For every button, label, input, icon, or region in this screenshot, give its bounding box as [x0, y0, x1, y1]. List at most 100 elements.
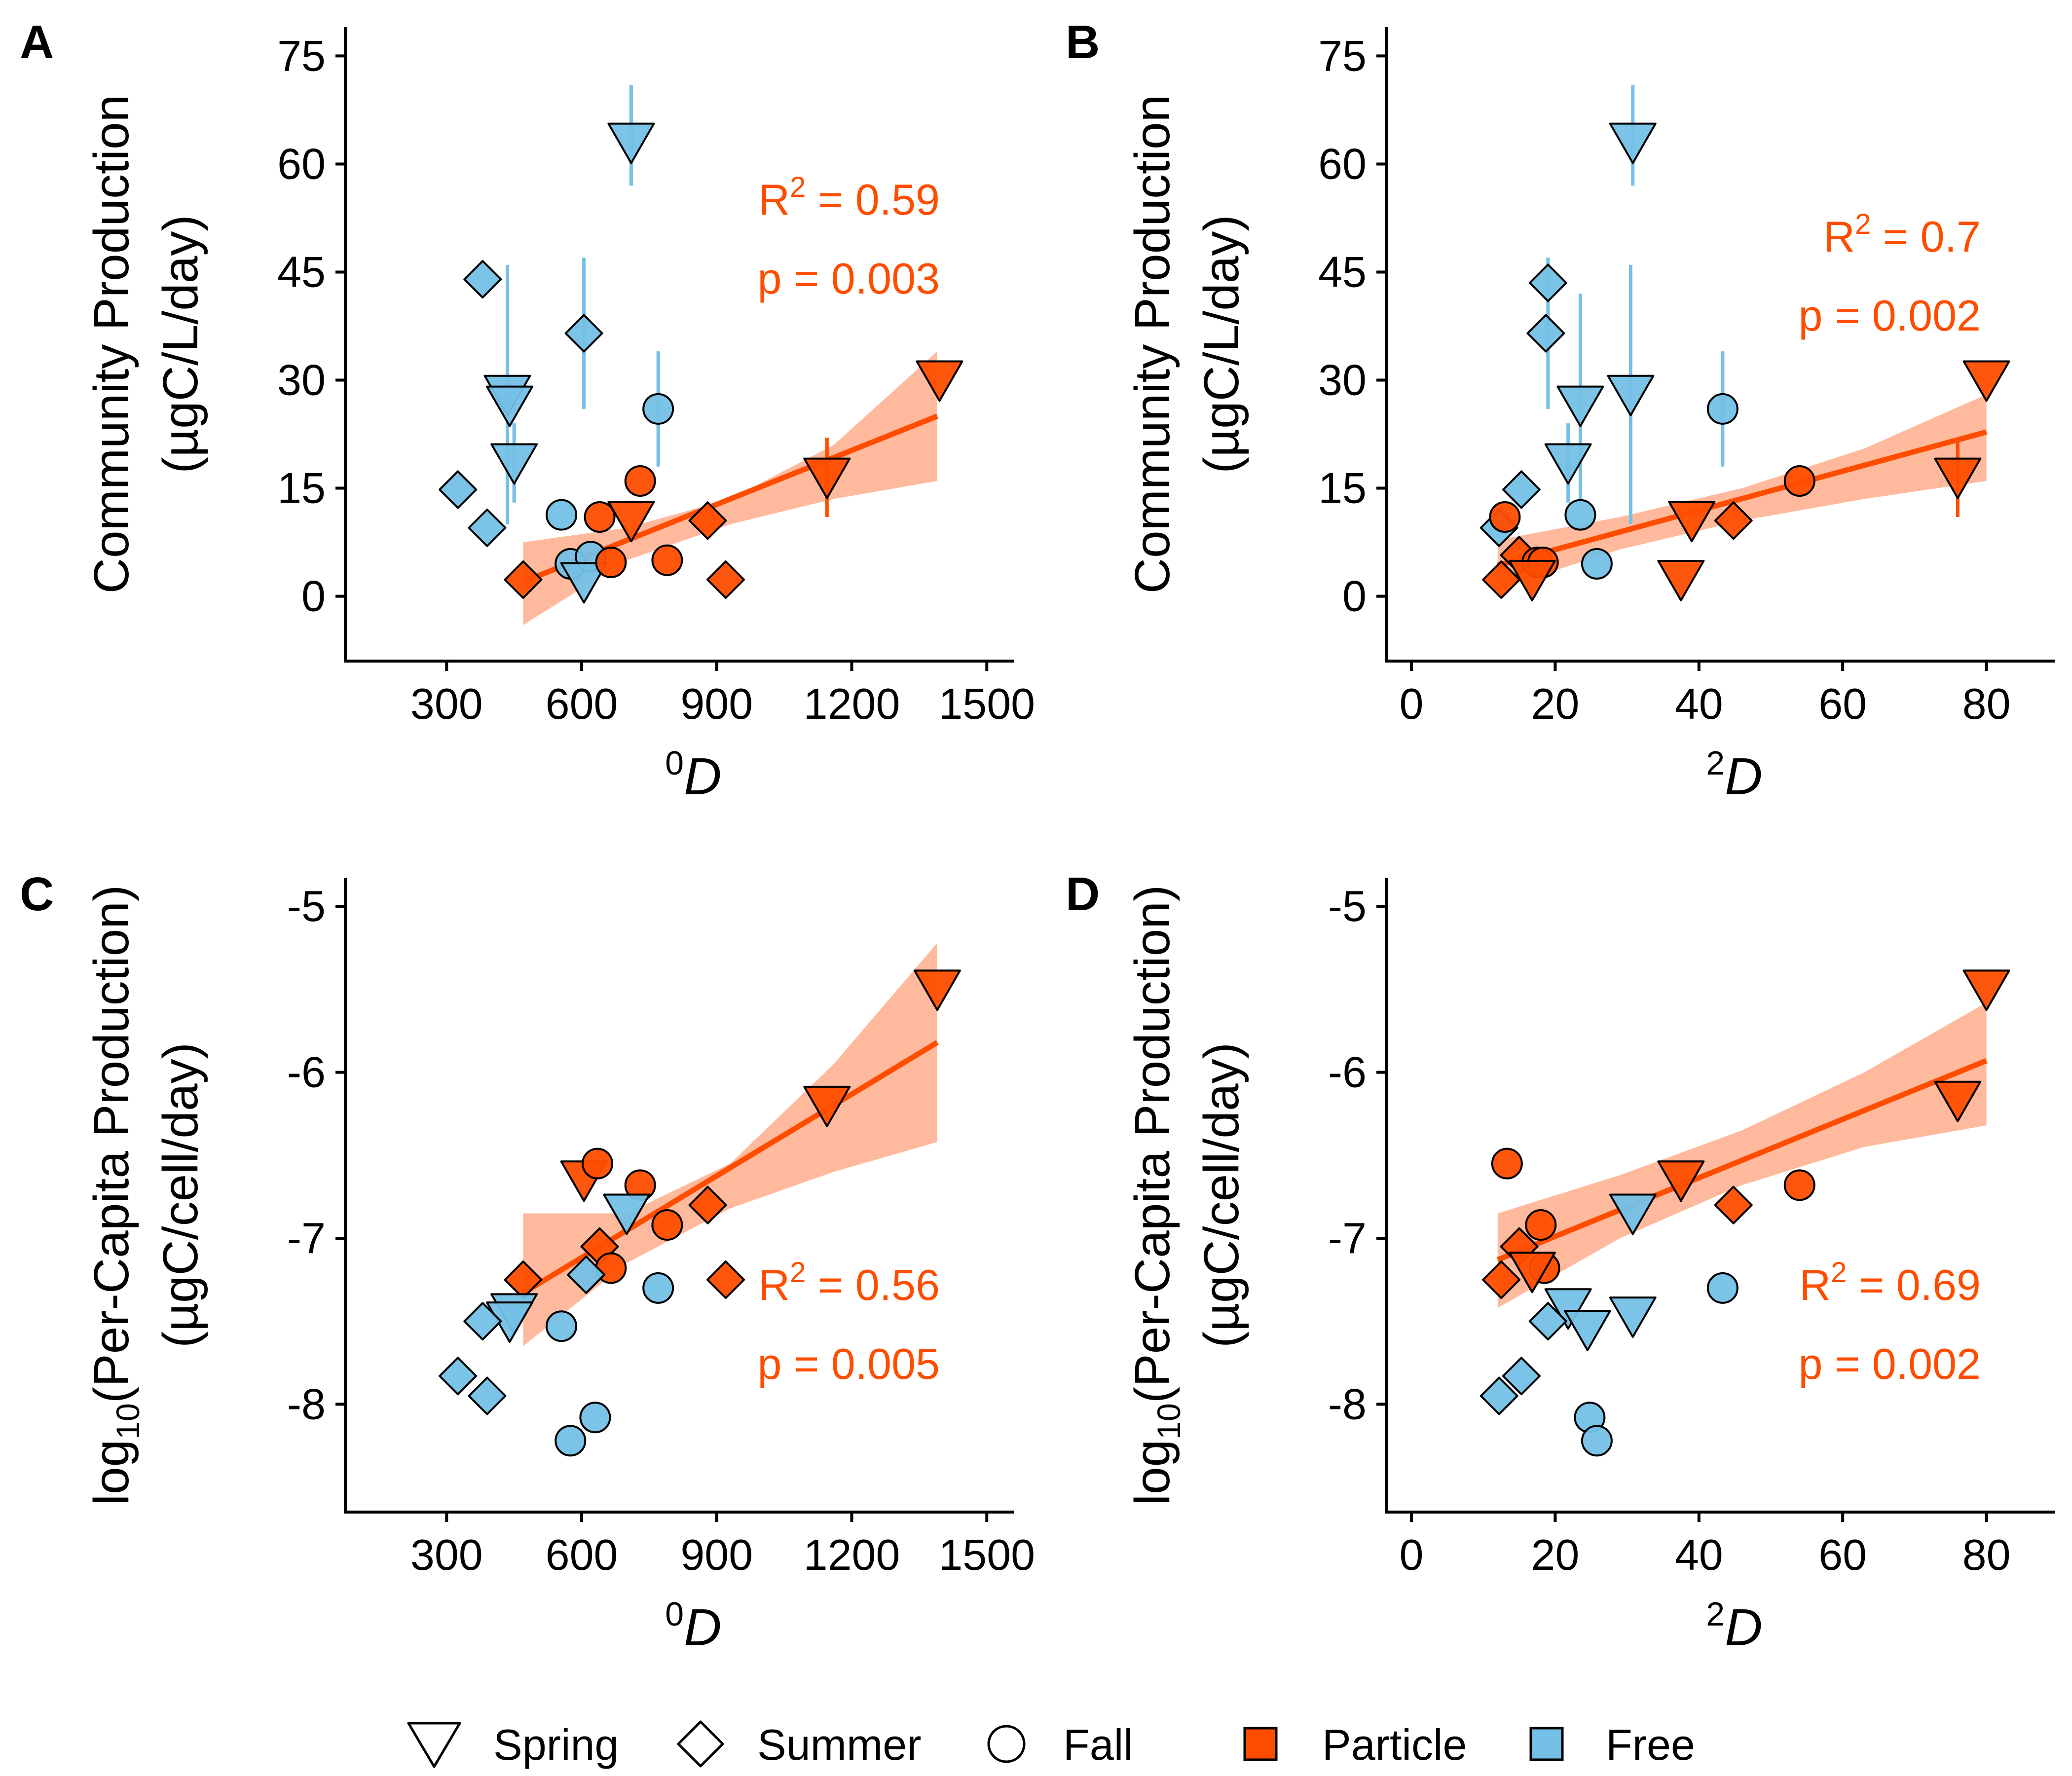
data-point-diamond	[1714, 1185, 1753, 1224]
data-point-circle	[1706, 1272, 1739, 1304]
y-tick-label: 15	[1318, 464, 1367, 513]
r-squared-symbol: R	[1824, 212, 1855, 261]
y-axis-units: (µgC/cell/day)	[153, 1042, 208, 1348]
data-point-diamond	[439, 1357, 478, 1396]
x-tick-label: 40	[1675, 679, 1723, 728]
legend-label: Free	[1606, 1720, 1695, 1769]
data-point-diamond	[504, 560, 543, 599]
y-axis-title: Community Production	[1125, 95, 1180, 594]
data-point-circle	[1783, 465, 1815, 497]
legend-item-spring: Spring	[407, 1720, 619, 1769]
data-point-triangle-down	[1609, 1296, 1657, 1338]
x-tick-label: 60	[1818, 1530, 1867, 1579]
r-squared-superscript: 2	[1831, 1257, 1847, 1289]
panel-letter: B	[1066, 16, 1100, 69]
y-tick-label: -6	[1328, 1048, 1367, 1097]
data-point-triangle-down	[607, 501, 655, 543]
data-point-circle	[584, 501, 616, 533]
y-axis-title: log10(Per-Capita Production)	[1125, 885, 1187, 1505]
data-point-diamond	[688, 501, 727, 540]
r-squared-symbol: R	[759, 175, 790, 224]
data-point-triangle-down	[803, 457, 851, 499]
y-axis-title-text: (Per-Capita Production)	[84, 885, 139, 1403]
panel-letter: A	[20, 16, 54, 69]
data-point-triangle-down	[486, 385, 534, 427]
legend-label: Summer	[757, 1720, 922, 1769]
x-axis-title-superscript: 0	[665, 744, 684, 782]
y-tick-label: -8	[1328, 1379, 1367, 1428]
confidence-ribbon	[1497, 1002, 1987, 1308]
data-point-triangle-down	[1508, 559, 1556, 601]
data-point-circle	[651, 544, 683, 576]
legend-label: Fall	[1063, 1720, 1133, 1769]
data-point-circle	[581, 1147, 613, 1180]
x-axis-title-symbol: D	[1725, 1598, 1763, 1657]
data-point-diamond	[1482, 560, 1521, 599]
data-point-triangle-down	[1962, 360, 2010, 402]
confidence-ribbon	[523, 351, 937, 625]
data-point-circle	[595, 546, 627, 578]
x-tick-label: 0	[1400, 1530, 1424, 1579]
y-axis-title: log10(Per-Capita Production)	[84, 885, 146, 1505]
data-point-circle	[545, 1310, 577, 1342]
data-point-circle	[1706, 393, 1739, 425]
data-point-circle	[1489, 501, 1521, 533]
r-squared-value: = 0.59	[806, 175, 940, 224]
data-point-circle	[545, 499, 577, 531]
y-axis-title-log: log	[84, 1440, 139, 1505]
data-point-diamond	[567, 1255, 606, 1294]
data-point-diamond	[468, 508, 507, 547]
x-tick-label: 900	[680, 1530, 753, 1579]
data-point-diamond	[463, 260, 502, 299]
x-tick-label: 0	[1400, 679, 1424, 728]
r-squared-symbol: R	[1800, 1260, 1831, 1309]
x-axis-title: 0D	[665, 1595, 721, 1657]
data-point-circle	[624, 465, 656, 497]
data-point-circle	[1564, 499, 1596, 531]
x-tick-label: 1500	[938, 1530, 1035, 1579]
y-tick-label: 45	[1318, 247, 1367, 296]
data-point-diamond	[1714, 501, 1753, 540]
r-squared-symbol: R	[759, 1260, 790, 1309]
regression-line	[1496, 1058, 1988, 1262]
x-tick-label: 600	[546, 1530, 618, 1579]
r-squared-value: = 0.69	[1847, 1260, 1981, 1309]
data-point-triangle-down	[1934, 1080, 1982, 1122]
y-tick-label: 60	[277, 139, 326, 188]
y-axis-title-subscript: 10	[1150, 1403, 1187, 1439]
x-axis-title-superscript: 2	[1706, 744, 1725, 782]
legend-icon-square	[1529, 1727, 1564, 1761]
y-tick-label: 75	[1318, 31, 1367, 80]
x-tick-label: 300	[410, 1530, 483, 1579]
data-point-triangle-down	[1668, 501, 1716, 543]
y-tick-label: -5	[287, 882, 326, 930]
y-axis-title: Community Production	[84, 95, 139, 594]
data-point-diamond	[468, 1376, 507, 1415]
r-squared-annotation: R2 = 0.56	[759, 1257, 940, 1309]
data-point-triangle-down	[1657, 1160, 1705, 1202]
r-squared-annotation: R2 = 0.69	[1800, 1257, 1981, 1309]
data-point-circle	[1491, 1147, 1523, 1180]
y-tick-label: 45	[277, 247, 326, 296]
y-tick-label: -5	[1328, 882, 1367, 930]
data-point-circle	[1581, 1425, 1613, 1457]
confidence-ribbon	[523, 943, 937, 1346]
x-axis-title-superscript: 0	[665, 1595, 684, 1633]
data-point-triangle-down	[913, 969, 961, 1011]
data-point-circle	[651, 1209, 683, 1241]
r-squared-annotation: R2 = 0.7	[1824, 208, 1981, 261]
x-tick-label: 80	[1962, 679, 2011, 728]
data-point-triangle-down	[1563, 1309, 1611, 1351]
x-tick-label: 300	[410, 679, 483, 728]
regression-line	[1497, 429, 1988, 568]
data-point-triangle-down	[607, 122, 655, 164]
data-point-diamond	[1526, 314, 1565, 353]
data-point-diamond	[688, 1185, 727, 1224]
p-value-annotation: p = 0.003	[758, 254, 940, 303]
x-tick-label: 60	[1818, 679, 1867, 728]
r-squared-annotation: R2 = 0.59	[759, 171, 940, 224]
data-point-triangle-down	[1556, 385, 1604, 427]
y-axis-units: (µgC/L/day)	[153, 215, 208, 473]
